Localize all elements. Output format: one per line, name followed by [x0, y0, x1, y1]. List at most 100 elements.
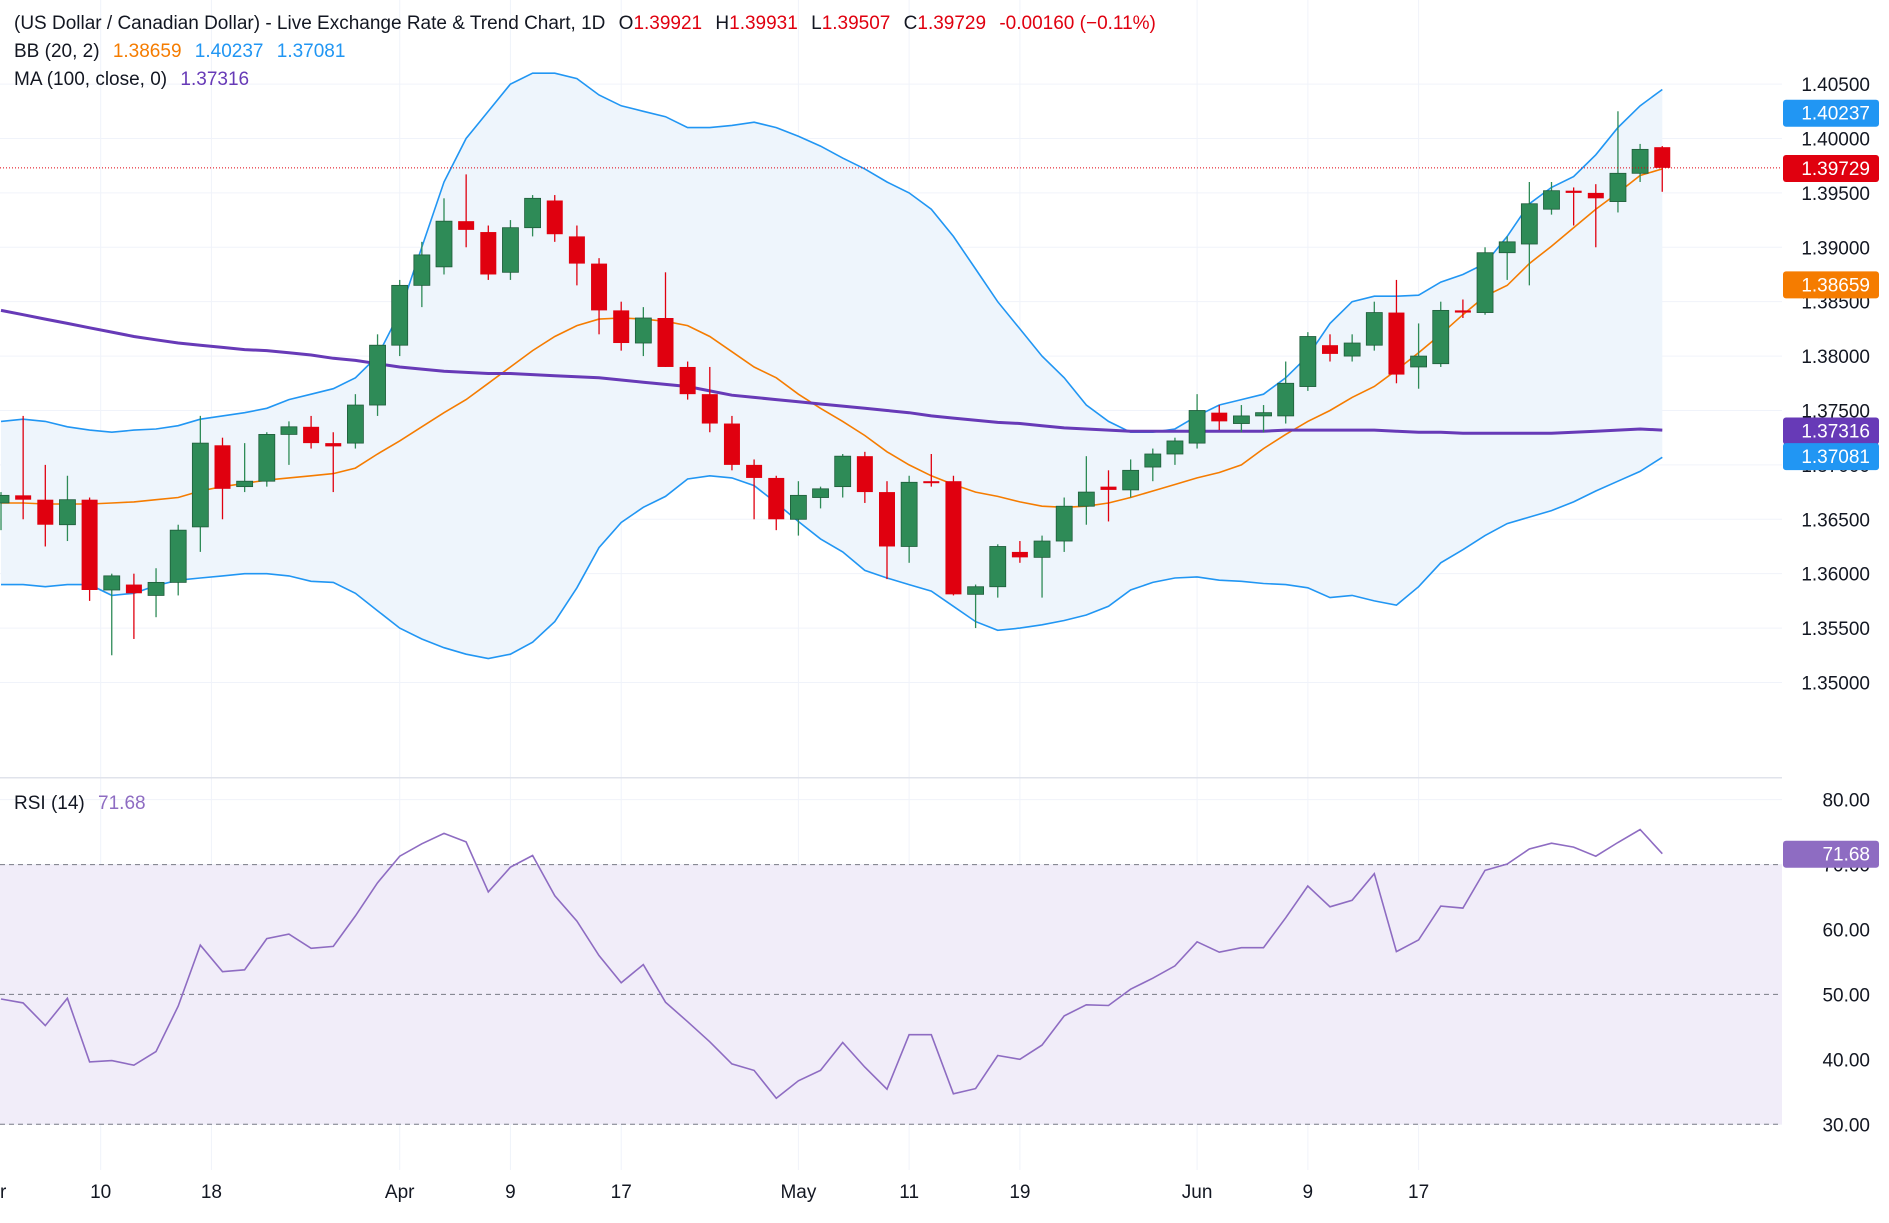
candle-body: [1055, 505, 1073, 542]
time-tick-label: 19: [1009, 1182, 1030, 1203]
candle: [325, 432, 342, 493]
bb-lower-tag-label: 1.37081: [1801, 447, 1870, 468]
candle-body: [1277, 382, 1295, 417]
open-value: 1.39921: [633, 13, 703, 34]
candle: [1144, 448, 1162, 482]
candle-body: [1520, 203, 1538, 245]
candle-body: [524, 197, 541, 229]
candle: [634, 307, 652, 357]
candle: [191, 415, 209, 552]
candle: [1343, 334, 1361, 362]
rsi-tick-label: 50.00: [1822, 985, 1870, 1006]
chart-title: (US Dollar / Canadian Dollar) - Live Exc…: [14, 13, 606, 34]
candle: [15, 415, 32, 520]
candle: [524, 195, 541, 237]
rsi-pane: [0, 828, 1782, 1125]
candle: [1454, 299, 1471, 318]
candle: [790, 481, 807, 536]
moving-average: [0, 308, 1663, 435]
candle: [169, 524, 187, 596]
rsi-tag: 71.68: [1783, 840, 1879, 868]
candle: [568, 225, 585, 286]
candle-body: [147, 581, 165, 596]
candle: [591, 258, 608, 335]
candle: [1055, 497, 1073, 552]
candle-body: [1033, 540, 1051, 558]
candle-body: [280, 426, 298, 435]
high-label: H: [715, 13, 730, 34]
candle-body: [1365, 312, 1383, 346]
low-label: L: [811, 13, 822, 34]
time-tick-label: Mar: [0, 1182, 7, 1203]
candlesticks: [0, 111, 1671, 656]
time-tick-label: 17: [1408, 1182, 1429, 1203]
candle-body: [1144, 453, 1162, 468]
candle: [81, 497, 98, 601]
bb-lower-value: 1.37081: [276, 41, 346, 62]
candle: [1166, 437, 1184, 465]
rsi-label: RSI (14): [14, 793, 85, 814]
candle-body: [1388, 312, 1405, 375]
bb-upper-tag-label: 1.40237: [1801, 104, 1870, 125]
candle-body: [879, 492, 895, 547]
candle-body: [125, 584, 142, 594]
bb-middle-line: [1, 168, 1663, 509]
candle-body: [989, 546, 1007, 588]
candle-body: [258, 434, 276, 482]
candle-body: [1565, 190, 1582, 193]
candle: [834, 454, 852, 498]
candle-body: [1476, 252, 1494, 313]
candle: [967, 584, 984, 629]
low-value: 1.39507: [821, 13, 891, 34]
last-close-tag-label: 1.39729: [1801, 159, 1870, 180]
candle: [480, 225, 497, 280]
candle: [1410, 323, 1427, 389]
ma-tag: 1.37316: [1783, 417, 1879, 445]
ma-value: 1.37316: [180, 69, 250, 90]
candle-body: [679, 366, 696, 395]
rsi-line: [0, 828, 1663, 1100]
ma-legend: MA (100, close, 0) 1.37316: [14, 66, 257, 94]
high-value: 1.39931: [729, 13, 798, 34]
candle: [1077, 456, 1095, 525]
candle-body: [746, 464, 763, 478]
last-close-tag: 1.39729: [1783, 154, 1879, 182]
candle-body: [613, 310, 630, 344]
time-tick-label: May: [780, 1182, 816, 1203]
header-legend: (US Dollar / Canadian Dollar) - Live Exc…: [14, 10, 1164, 38]
rsi-tick-label: 30.00: [1822, 1115, 1870, 1136]
candle: [900, 475, 918, 563]
candle: [435, 198, 453, 275]
rsi-tick-label: 60.00: [1822, 921, 1870, 942]
candle-body: [191, 442, 209, 528]
candle-body: [15, 495, 32, 500]
candle: [989, 544, 1007, 598]
time-tick-label: 10: [90, 1182, 111, 1203]
candle-body: [236, 480, 254, 488]
candle: [1388, 279, 1405, 384]
candle-body: [591, 263, 608, 311]
time-tick-label: 9: [1303, 1182, 1314, 1203]
candle-body: [369, 344, 386, 406]
candle-body: [1188, 410, 1206, 444]
candle: [1211, 405, 1228, 431]
time-tick-label: 17: [611, 1182, 632, 1203]
candle-body: [1587, 192, 1604, 199]
candle-body: [657, 318, 674, 367]
candle: [1277, 361, 1295, 424]
candle: [1299, 332, 1317, 391]
bb-middle-tag: 1.38659: [1783, 271, 1879, 299]
candle: [413, 241, 431, 308]
ma-line: [0, 308, 1663, 435]
candle: [657, 272, 674, 367]
candle: [1255, 405, 1272, 433]
candle: [1476, 247, 1494, 315]
candle: [1432, 301, 1450, 367]
candle: [346, 394, 364, 449]
candle: [812, 486, 829, 509]
candle: [303, 415, 320, 449]
candle-body: [81, 499, 98, 590]
time-axis[interactable]: Mar 10 18 Apr 9 17 May 11 19 Jun 9 17: [0, 1182, 1429, 1203]
candle: [768, 475, 785, 531]
